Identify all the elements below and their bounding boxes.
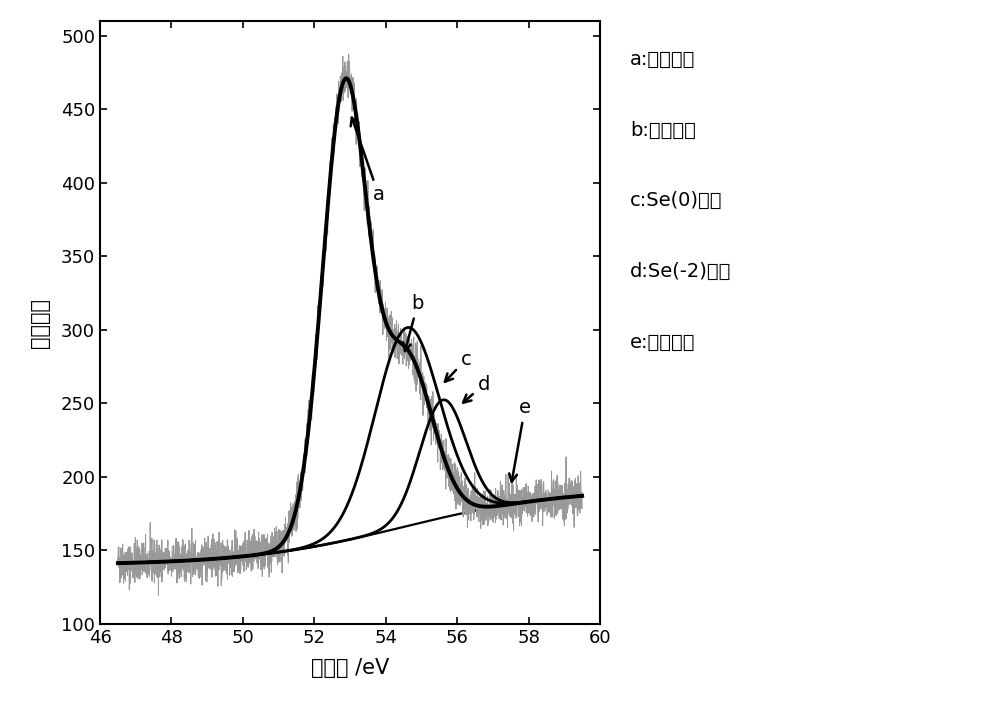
- X-axis label: 结合能 /eV: 结合能 /eV: [311, 658, 389, 678]
- Text: d:Se(-2)峰线: d:Se(-2)峰线: [630, 262, 731, 281]
- Text: b:拟合曲线: b:拟合曲线: [630, 121, 696, 140]
- Text: c: c: [445, 350, 471, 381]
- Text: a:原始基线: a:原始基线: [630, 50, 695, 69]
- Text: c:Se(0)峰线: c:Se(0)峰线: [630, 191, 722, 211]
- Y-axis label: 相对强度: 相对强度: [30, 298, 50, 347]
- Text: d: d: [463, 375, 490, 403]
- Text: e: e: [509, 398, 531, 481]
- Text: a: a: [351, 118, 385, 204]
- Text: b: b: [403, 294, 424, 351]
- Text: e:背景曲线: e:背景曲线: [630, 333, 696, 352]
